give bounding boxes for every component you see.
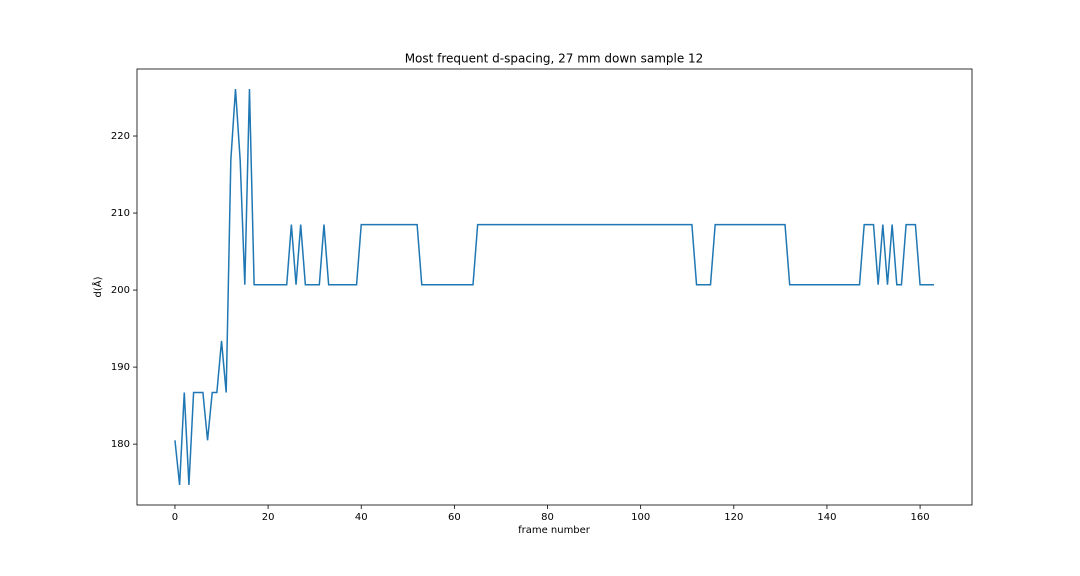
chart-title: Most frequent d-spacing, 27 mm down samp… (405, 52, 704, 66)
x-tick-label: 100 (631, 512, 650, 523)
plot-frame (136, 68, 973, 506)
y-tick-label: 220 (111, 131, 130, 142)
x-tick-label: 60 (448, 512, 461, 523)
data-line (174, 88, 935, 486)
y-tick-label: 190 (111, 362, 130, 373)
x-tick-label: 160 (911, 512, 930, 523)
y-tick-label: 180 (111, 439, 130, 450)
x-axis-label: frame number (518, 525, 591, 536)
x-tick-label: 20 (262, 512, 275, 523)
y-axis-label: d(Å) (91, 276, 104, 297)
x-tick-label: 40 (355, 512, 368, 523)
x-tick-label: 0 (172, 512, 178, 523)
x-tick-label: 140 (817, 512, 836, 523)
y-tick-label: 210 (111, 208, 130, 219)
x-tick-label: 80 (541, 512, 554, 523)
y-tick-label: 200 (111, 285, 130, 296)
x-tick-label: 120 (724, 512, 743, 523)
